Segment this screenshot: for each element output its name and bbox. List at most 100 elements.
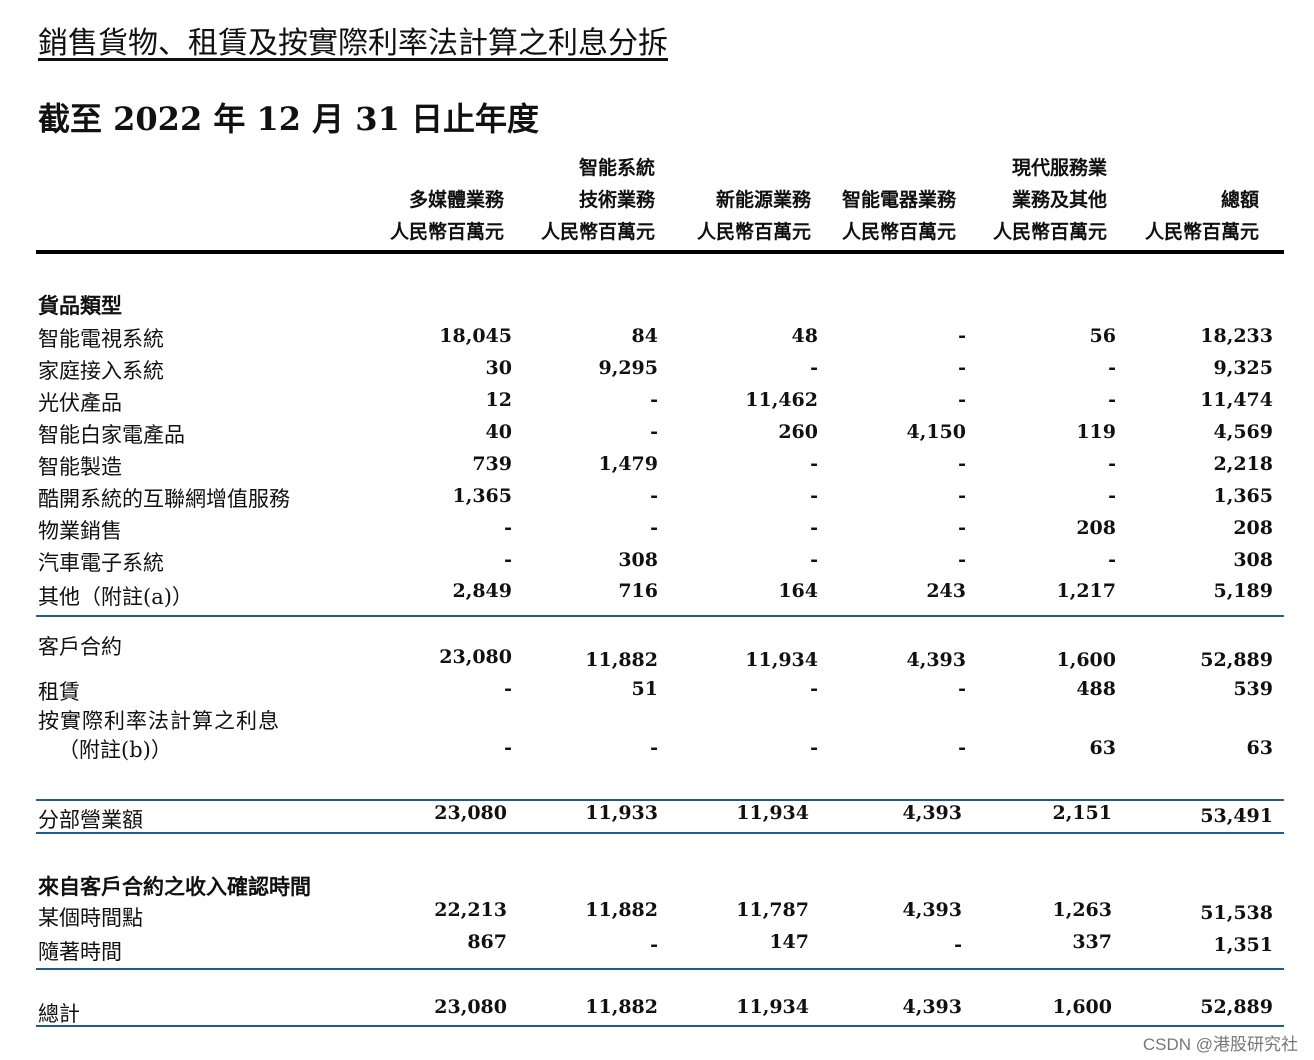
value-cell: 4,393 (902, 899, 963, 921)
value-cell: 243 (926, 580, 966, 602)
column-header-smart-appliances: 智能電器業務 人民幣百萬元 (786, 152, 956, 248)
value-cell: - (810, 737, 818, 759)
value-cell: - (958, 453, 966, 475)
value-cell: 53,491 (1200, 805, 1273, 827)
value-cell: 11,934 (736, 996, 809, 1018)
section-heading-goods: 貨品類型 (38, 293, 122, 318)
value-cell: 716 (618, 580, 658, 602)
value-cell: 2,849 (452, 580, 513, 602)
value-cell: 1,600 (1056, 649, 1117, 671)
value-cell: 4,150 (906, 421, 967, 443)
value-cell: 11,934 (736, 802, 809, 824)
value-cell: 11,462 (745, 389, 818, 411)
column-header-line1 (786, 152, 956, 184)
value-cell: 119 (1076, 421, 1116, 443)
value-cell: - (958, 389, 966, 411)
value-cell: 23,080 (434, 802, 507, 824)
value-cell: - (810, 549, 818, 571)
column-header-unit: 人民幣百萬元 (841, 221, 956, 243)
value-cell: - (1108, 485, 1116, 507)
value-cell: 52,889 (1200, 996, 1273, 1018)
row-label: 隨著時間 (38, 940, 122, 964)
value-cell: - (650, 934, 658, 956)
page-title: 銷售貨物、租賃及按實際利率法計算之利息分拆 (38, 26, 668, 61)
value-cell: 1,600 (1052, 996, 1113, 1018)
row-label: 某個時間點 (38, 906, 143, 930)
value-cell: - (958, 485, 966, 507)
segment-bottom-rule (36, 832, 1284, 834)
value-cell: 11,934 (745, 649, 818, 671)
value-cell: 52,889 (1200, 649, 1273, 671)
value-cell: 4,393 (902, 996, 963, 1018)
value-cell: - (504, 549, 512, 571)
value-cell: 2,151 (1052, 802, 1113, 824)
value-cell: 18,045 (439, 325, 512, 347)
subtotal-rule (36, 615, 1284, 617)
value-cell: 11,882 (585, 899, 658, 921)
value-cell: 11,933 (585, 802, 658, 824)
value-cell: - (810, 517, 818, 539)
column-header-line2: 總額 (1220, 189, 1259, 211)
value-cell: 539 (1233, 678, 1273, 700)
value-cell: - (650, 485, 658, 507)
value-cell: 11,474 (1200, 389, 1273, 411)
value-cell: 308 (618, 549, 658, 571)
value-cell: 56 (1089, 325, 1116, 347)
column-header-line1: 現代服務業 (1011, 157, 1107, 179)
value-cell: 2,218 (1213, 453, 1274, 475)
value-cell: 48 (791, 325, 818, 347)
column-header-line1: 智能系統 (578, 157, 655, 179)
row-label: 按實際利率法計算之利息 (38, 709, 280, 733)
watermark: CSDN @港股研究社 (1142, 1035, 1298, 1054)
value-cell: - (504, 737, 512, 759)
row-label: 智能白家電產品 (38, 423, 185, 447)
value-cell: - (650, 517, 658, 539)
row-label: 家庭接入系統 (38, 359, 164, 383)
row-label: 客戶合約 (38, 635, 122, 659)
value-cell: 1,263 (1052, 899, 1113, 921)
value-cell: 208 (1076, 517, 1116, 539)
value-cell: - (1108, 453, 1116, 475)
column-header-unit: 人民幣百萬元 (540, 221, 655, 243)
value-cell: - (1108, 549, 1116, 571)
value-cell: - (958, 517, 966, 539)
value-cell: 1,351 (1213, 934, 1274, 956)
row-label: 酷開系統的互聯網增值服務 (38, 487, 290, 511)
row-label: 其他（附註(a)） (38, 585, 193, 609)
column-header-new-energy: 新能源業務 人民幣百萬元 (641, 152, 811, 248)
value-cell: - (958, 678, 966, 700)
value-cell: 1,217 (1056, 580, 1117, 602)
column-header-unit: 人民幣百萬元 (389, 221, 504, 243)
value-cell: 9,295 (598, 357, 659, 379)
row-label: 汽車電子系統 (38, 551, 164, 575)
row-label: 智能製造 (38, 455, 122, 479)
value-cell: 208 (1233, 517, 1273, 539)
column-header-line2: 業務及其他 (1011, 189, 1107, 211)
column-header-line2: 新能源業務 (715, 189, 811, 211)
column-header-line2: 多媒體業務 (408, 189, 504, 211)
value-cell: - (650, 737, 658, 759)
column-header-line1 (334, 152, 504, 184)
value-cell: 1,479 (598, 453, 659, 475)
value-cell: 260 (778, 421, 818, 443)
section-heading-timing: 來自客戶合約之收入確認時間 (38, 874, 311, 899)
value-cell: 9,325 (1213, 357, 1274, 379)
value-cell: 5,189 (1213, 580, 1274, 602)
value-cell: 4,393 (906, 649, 967, 671)
column-header-multimedia: 多媒體業務 人民幣百萬元 (334, 152, 504, 248)
value-cell: - (504, 517, 512, 539)
value-cell: 51 (631, 678, 658, 700)
value-cell: - (958, 357, 966, 379)
value-cell: - (650, 389, 658, 411)
value-cell: 22,213 (434, 899, 507, 921)
total-top-rule (36, 968, 1284, 970)
column-header-modern-services: 現代服務業 業務及其他 人民幣百萬元 (937, 152, 1107, 248)
value-cell: 1,365 (1213, 485, 1274, 507)
row-label-note: （附註(b)） (58, 738, 172, 762)
column-header-line1 (1089, 152, 1259, 184)
value-cell: - (958, 737, 966, 759)
segment-top-rule (36, 799, 1284, 801)
value-cell: 4,393 (902, 802, 963, 824)
column-header-unit: 人民幣百萬元 (1144, 221, 1259, 243)
value-cell: - (958, 549, 966, 571)
